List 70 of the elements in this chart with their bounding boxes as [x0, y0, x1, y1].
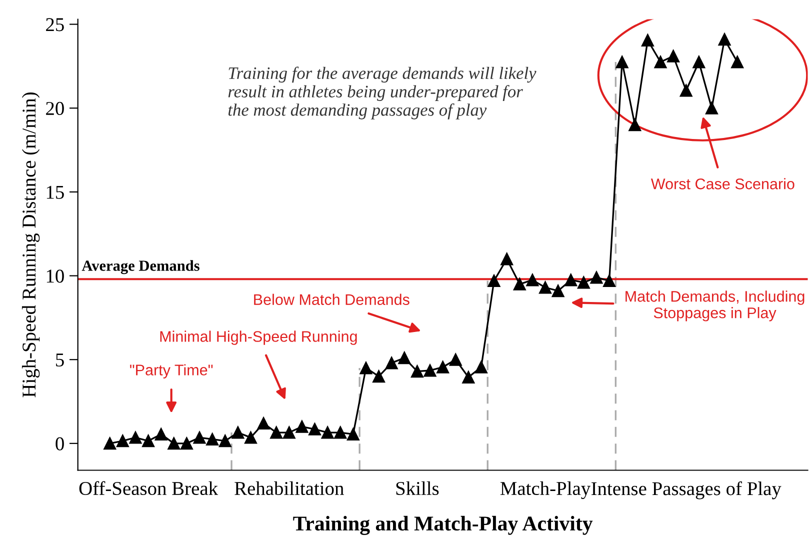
- point: [718, 33, 731, 46]
- x-tick-label: Match-Play: [500, 481, 591, 500]
- point: [462, 370, 475, 384]
- point: [577, 276, 590, 289]
- point: [667, 50, 680, 62]
- x-tick-label: Off-Season Break: [79, 481, 218, 496]
- point: [424, 364, 436, 377]
- point: [641, 34, 654, 46]
- point: [500, 252, 514, 266]
- point: [193, 431, 206, 444]
- x-tick-label: Rehabilitation: [234, 481, 344, 496]
- point: [731, 56, 744, 68]
- point: [603, 274, 616, 288]
- x-axis-title: Training and Match-Play Activity: [293, 516, 593, 535]
- point: [654, 56, 667, 68]
- point: [436, 360, 450, 374]
- x-tick-label: Intense Passages of Play: [591, 481, 782, 500]
- point: [410, 365, 424, 378]
- point: [705, 102, 718, 114]
- point: [116, 434, 129, 448]
- point: [218, 434, 232, 448]
- point: [168, 437, 180, 450]
- ref-line-label: Average Demands: [82, 260, 200, 274]
- point: [552, 284, 564, 298]
- point: [372, 370, 386, 383]
- point: [628, 118, 642, 132]
- point: [129, 431, 142, 444]
- annotation: Training for the average demands will likely result in athletes being under-prepared for the most demanding passages of play: [228, 66, 536, 120]
- point: [692, 56, 706, 68]
- x-tick-label: Skills: [396, 481, 439, 496]
- y-tick-label: 20: [46, 102, 64, 116]
- point: [488, 274, 500, 288]
- point: [360, 362, 372, 374]
- point: [296, 420, 308, 433]
- point: [321, 426, 334, 439]
- annotation: Below Match Demands: [254, 294, 410, 306]
- annotation: Worst Case Scenario: [650, 178, 794, 190]
- point: [385, 356, 398, 370]
- y-tick-label: 15: [46, 186, 64, 199]
- point: [206, 432, 219, 446]
- point: [449, 353, 462, 366]
- point: [142, 434, 155, 448]
- point: [590, 271, 603, 284]
- y-tick-label: 25: [46, 18, 64, 32]
- point: [282, 426, 296, 439]
- point: [346, 428, 360, 440]
- point: [539, 281, 552, 294]
- annotation: Match Demands, Including Stoppages in Play: [626, 290, 804, 322]
- point: [398, 352, 411, 364]
- point: [513, 278, 526, 290]
- point: [616, 56, 628, 68]
- point: [180, 437, 193, 450]
- point: [104, 437, 116, 450]
- y-tick-label: 10: [46, 270, 64, 283]
- point: [270, 426, 283, 439]
- point: [257, 417, 270, 430]
- point: [334, 426, 347, 439]
- point: [526, 274, 539, 286]
- annotation: "Party Time": [130, 364, 213, 378]
- point: [680, 84, 692, 97]
- y-tick-label: 5: [56, 354, 64, 367]
- y-tick-label: 0: [56, 437, 64, 450]
- point: [474, 360, 488, 374]
- point: [232, 426, 244, 439]
- point: [154, 428, 168, 440]
- point: [308, 422, 322, 436]
- annotation: Minimal High-Speed Running: [160, 330, 357, 345]
- y-axis-title: High-Speed Running Distance (m/min): [22, 92, 40, 398]
- point: [564, 274, 578, 286]
- point: [244, 431, 257, 444]
